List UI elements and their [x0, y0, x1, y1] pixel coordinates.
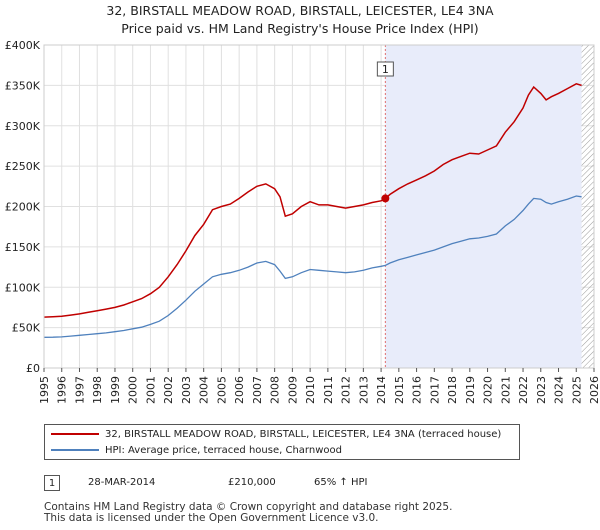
legend-item-hpi: HPI: Average price, terraced house, Char… — [51, 443, 342, 459]
x-tick-label: 2021 — [499, 376, 512, 404]
sale-point — [381, 194, 390, 203]
annotation-box — [376, 61, 394, 77]
footer-line2: This data is licensed under the Open Gov… — [44, 512, 379, 524]
x-tick-label: 2004 — [198, 376, 211, 404]
x-tick-label: 2016 — [411, 376, 424, 404]
x-tick-label: 2006 — [233, 376, 246, 404]
x-tick-label: 1999 — [109, 376, 122, 404]
y-axis: £0 £50K £100K £150K £200K £250K £300K £350K £400… — [5, 39, 41, 375]
sale-hpi-change: 65% ↑ HPI — [314, 477, 368, 488]
x-tick-label: 2007 — [251, 376, 264, 404]
x-tick-label: 2025 — [570, 376, 583, 404]
x-tick-label: 2012 — [340, 376, 353, 404]
x-tick-label: 2017 — [428, 376, 441, 404]
annotation-label: 1 — [382, 63, 389, 76]
footer: Contains HM Land Registry data © Crown c… — [44, 502, 452, 524]
legend: 32, BIRSTALL MEADOW ROAD, BIRSTALL, LEIC… — [44, 424, 520, 460]
x-tick-label: 2009 — [286, 376, 299, 404]
y-tick-label: £400K — [5, 39, 41, 52]
x-tick-label: 2024 — [553, 376, 566, 404]
annotation-1: 1 — [376, 61, 394, 77]
price-chart: 1 £0 £50K £100K £150K £200K £250K £300K £350K £4… — [5, 39, 600, 404]
x-tick-label: 1995 — [38, 376, 51, 404]
legend-swatch-property — [51, 433, 99, 435]
x-tick-label: 1998 — [91, 376, 104, 404]
sale-table-row: 1 28-MAR-2014 £210,000 65% ↑ HPI — [44, 475, 564, 493]
y-tick-label: £350K — [5, 79, 41, 92]
x-tick-label: 2022 — [517, 376, 530, 404]
post-sale-shaded-region — [385, 45, 582, 368]
forecast-hatched-region — [581, 45, 594, 368]
x-tick-label: 2003 — [180, 376, 193, 404]
x-tick-label: 2019 — [464, 376, 477, 404]
sale-badge: 1 — [44, 475, 60, 491]
legend-swatch-hpi — [51, 449, 99, 451]
chart-title-line2: Price paid vs. HM Land Registry's House … — [121, 21, 479, 36]
x-tick-label: 2001 — [144, 376, 157, 404]
chart-title: 32, BIRSTALL MEADOW ROAD, BIRSTALL, LEIC… — [0, 2, 600, 38]
y-tick-label: £50K — [12, 322, 41, 335]
chart-title-line1: 32, BIRSTALL MEADOW ROAD, BIRSTALL, LEIC… — [106, 3, 494, 18]
x-tick-label: 2023 — [535, 376, 548, 404]
x-tick-label: 2010 — [304, 376, 317, 404]
x-tick-label: 2002 — [162, 376, 175, 404]
plot-border — [43, 44, 595, 369]
x-tick-label: 2020 — [482, 376, 495, 404]
hpi-series-line — [43, 195, 582, 338]
x-tick-label: 2015 — [393, 376, 406, 404]
y-tick-label: £150K — [5, 241, 41, 254]
legend-label-hpi: HPI: Average price, terraced house, Char… — [105, 445, 342, 456]
x-tick-label: 2011 — [322, 376, 335, 404]
x-tick-label: 2018 — [446, 376, 459, 404]
footer-line1: Contains HM Land Registry data © Crown c… — [44, 501, 453, 513]
property-series-line — [43, 82, 582, 318]
x-axis: 1995 1996 1997 1998 1999 2000 2001 2002 2003 2004… — [38, 368, 600, 404]
x-tick-label: 2013 — [357, 376, 370, 404]
sale-date: 28-MAR-2014 — [88, 477, 156, 488]
x-tick-label: 2005 — [215, 376, 228, 404]
x-tick-label: 1997 — [73, 376, 86, 404]
x-tick-label: 2026 — [588, 376, 600, 404]
y-tick-label: £0 — [26, 362, 40, 375]
x-tick-label: 2008 — [269, 376, 282, 404]
x-tick-label: 2014 — [375, 376, 388, 404]
y-tick-label: £300K — [5, 120, 41, 133]
legend-label-property: 32, BIRSTALL MEADOW ROAD, BIRSTALL, LEIC… — [105, 429, 502, 440]
y-tick-label: £200K — [5, 201, 41, 214]
y-tick-label: £100K — [5, 281, 41, 294]
y-tick-label: £250K — [5, 160, 41, 173]
x-tick-label: 1996 — [56, 376, 69, 404]
legend-item-property: 32, BIRSTALL MEADOW ROAD, BIRSTALL, LEIC… — [51, 427, 501, 443]
x-tick-label: 2000 — [127, 376, 140, 404]
sale-price: £210,000 — [228, 477, 276, 488]
